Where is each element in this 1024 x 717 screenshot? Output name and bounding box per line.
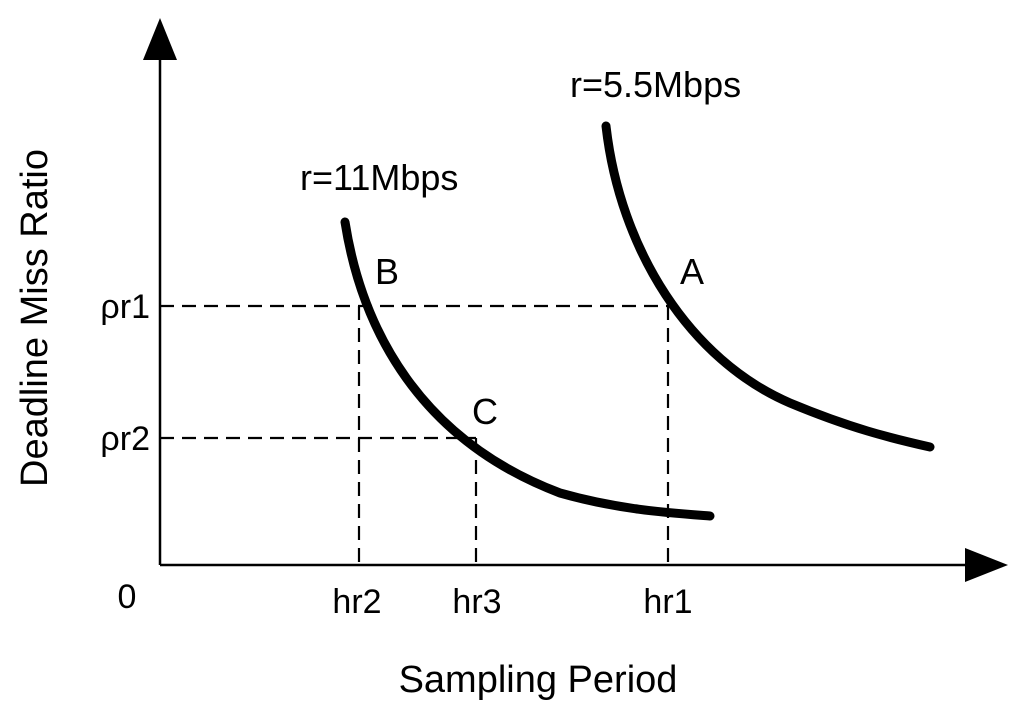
x-tick-label-hr2: hr2 xyxy=(332,583,381,621)
x-axis-arrow xyxy=(965,548,1008,582)
y-axis-arrow xyxy=(143,18,177,60)
series-label-r-5-5mbps: r=5.5Mbps xyxy=(570,64,741,105)
y-tick-label-rho-r2: ρr2 xyxy=(100,420,150,458)
y-axis-title: Deadline Miss Ratio xyxy=(14,149,56,487)
y-tick-label-rho-r1: ρr1 xyxy=(100,288,150,326)
origin-label: 0 xyxy=(118,578,137,616)
series-line-r-5-5mbps xyxy=(601,121,935,452)
point-label-c: C xyxy=(472,391,498,432)
x-axis-title: Sampling Period xyxy=(399,659,678,701)
series-line-r-11mbps xyxy=(340,217,715,521)
point-label-b: B xyxy=(375,251,399,292)
x-tick-label-hr1: hr1 xyxy=(643,583,692,621)
point-label-a: A xyxy=(680,251,704,292)
series-label-r-11mbps: r=11Mbps xyxy=(300,157,458,198)
x-tick-label-hr3: hr3 xyxy=(452,583,501,621)
